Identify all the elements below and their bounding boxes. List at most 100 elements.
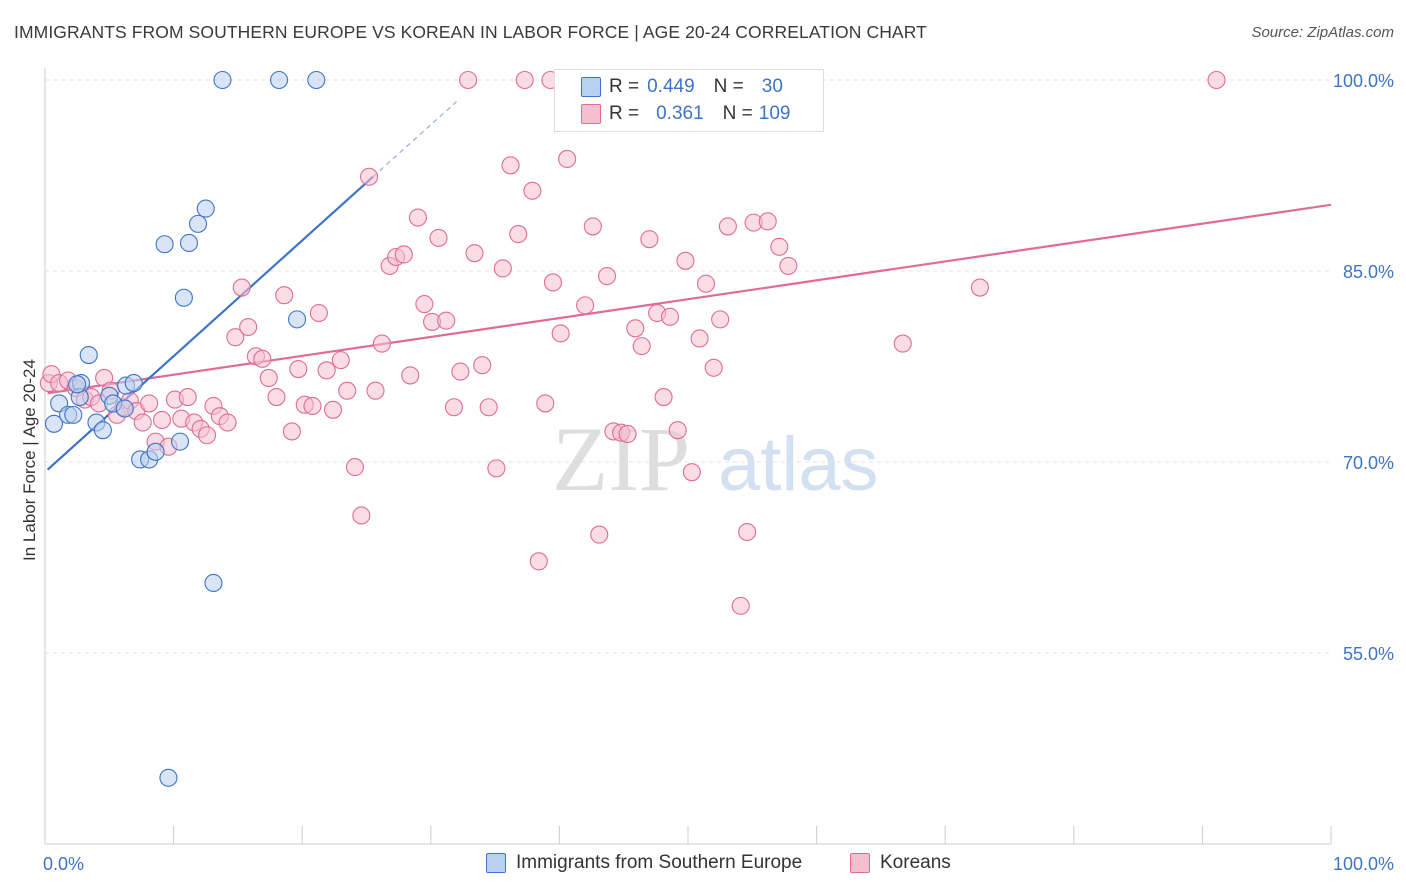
korean-point <box>152 410 172 430</box>
korean-point <box>451 362 470 381</box>
korean-point <box>893 334 912 353</box>
korean-point <box>239 317 258 337</box>
southern-europe-point <box>93 421 112 440</box>
korean-point <box>352 506 371 525</box>
korean-point <box>218 413 237 432</box>
korean-point <box>289 359 308 379</box>
korean-point <box>509 225 528 244</box>
y-tick-label: 70.0% <box>1343 453 1394 473</box>
korean-point <box>338 381 357 400</box>
korean-point <box>429 228 448 247</box>
southern-europe-point <box>174 288 193 307</box>
korean-point <box>360 167 379 186</box>
r-value: 0.361 <box>656 103 704 124</box>
southern-europe-point <box>79 345 98 365</box>
korean-point <box>558 149 577 168</box>
korean-point <box>618 424 637 444</box>
korean-point <box>779 256 798 275</box>
korean-point <box>133 413 152 432</box>
southern-europe-point <box>213 70 232 90</box>
korean-point <box>473 356 492 375</box>
korean-point <box>267 388 286 407</box>
korean-point <box>197 426 217 445</box>
korean-point <box>366 381 385 400</box>
korean-point <box>345 458 364 477</box>
koreans-points <box>39 70 1226 615</box>
korean-point <box>394 245 413 264</box>
korean-point <box>970 278 989 297</box>
southern-europe-point <box>68 375 87 394</box>
korean-point <box>529 552 548 571</box>
grid-lines <box>45 79 1331 654</box>
correlation-legend: R = 0.449 N = 30 R = 0.361 N = 109 <box>554 69 824 132</box>
southern-europe-point <box>307 70 326 90</box>
korean-point <box>738 522 757 542</box>
y-tick-label: 55.0% <box>1343 644 1394 664</box>
y-tick-label: 85.0% <box>1343 262 1394 282</box>
korean-point <box>523 181 542 200</box>
korean-point <box>632 337 651 356</box>
korean-point <box>731 596 750 615</box>
legend-label: Immigrants from Southern Europe <box>516 852 803 873</box>
r-value: 0.449 <box>647 76 695 97</box>
source-label: Source: ZipAtlas.com <box>1251 24 1394 41</box>
korean-point <box>303 396 322 416</box>
legend-row-koreans: R = 0.361 N = 109 <box>555 101 790 127</box>
korean-point <box>718 217 737 236</box>
southern-europe-point <box>196 199 215 218</box>
legend-swatch-blue <box>486 853 506 873</box>
korean-point <box>479 398 498 417</box>
korean-point <box>711 310 730 329</box>
n-value: 30 <box>761 76 783 97</box>
korean-point <box>590 525 609 544</box>
legend-swatch-pink <box>581 104 601 124</box>
korean-point <box>415 295 434 314</box>
korean-point <box>543 273 563 292</box>
korean-point <box>1207 70 1226 90</box>
watermark-zip: ZIP <box>552 408 690 510</box>
n-label: N = <box>722 103 753 124</box>
legend-item-southern-europe[interactable]: Immigrants from Southern Europe <box>486 852 802 874</box>
korean-point <box>232 278 251 297</box>
korean-point <box>583 217 602 236</box>
y-tick-label: 100.0% <box>1333 71 1394 91</box>
korean-point <box>493 259 512 278</box>
korean-point <box>253 349 272 368</box>
koreans-trendline <box>47 203 1332 395</box>
korean-point <box>372 334 391 353</box>
southern-europe-point <box>155 235 174 254</box>
korean-point <box>140 394 159 413</box>
korean-point <box>597 267 617 286</box>
n-label: N = <box>713 76 744 97</box>
legend-item-koreans[interactable]: Koreans <box>850 852 951 874</box>
legend-row-southern-europe: R = 0.449 N = 30 <box>555 74 783 100</box>
korean-point <box>487 459 506 478</box>
korean-point <box>654 388 673 407</box>
korean-point <box>704 358 723 377</box>
korean-point <box>331 351 350 370</box>
korean-point <box>676 251 695 270</box>
southern-europe-point <box>204 573 223 593</box>
southern-europe-point <box>64 405 83 424</box>
korean-point <box>178 388 197 407</box>
southern-europe-point <box>146 442 165 461</box>
southern-europe-point <box>288 310 307 329</box>
korean-point <box>758 212 777 231</box>
korean-point <box>282 422 301 441</box>
korean-point <box>626 319 645 338</box>
southern-europe-point <box>44 414 64 433</box>
southern-europe-point <box>159 768 178 787</box>
korean-point <box>696 274 716 293</box>
legend-swatch-blue <box>581 77 601 97</box>
legend-swatch-pink <box>850 853 870 873</box>
korean-point <box>640 230 659 249</box>
korean-point <box>770 237 789 256</box>
korean-point <box>309 303 328 323</box>
korean-point <box>437 311 456 330</box>
korean-point <box>465 244 484 263</box>
y-tick-labels: 55.0% 70.0% 85.0% 100.0% <box>1333 71 1394 664</box>
x-tick-label-min: 0.0% <box>43 854 84 874</box>
watermark-atlas: atlas <box>718 422 879 507</box>
southern-europe-points <box>44 70 326 787</box>
axes <box>44 68 1332 845</box>
